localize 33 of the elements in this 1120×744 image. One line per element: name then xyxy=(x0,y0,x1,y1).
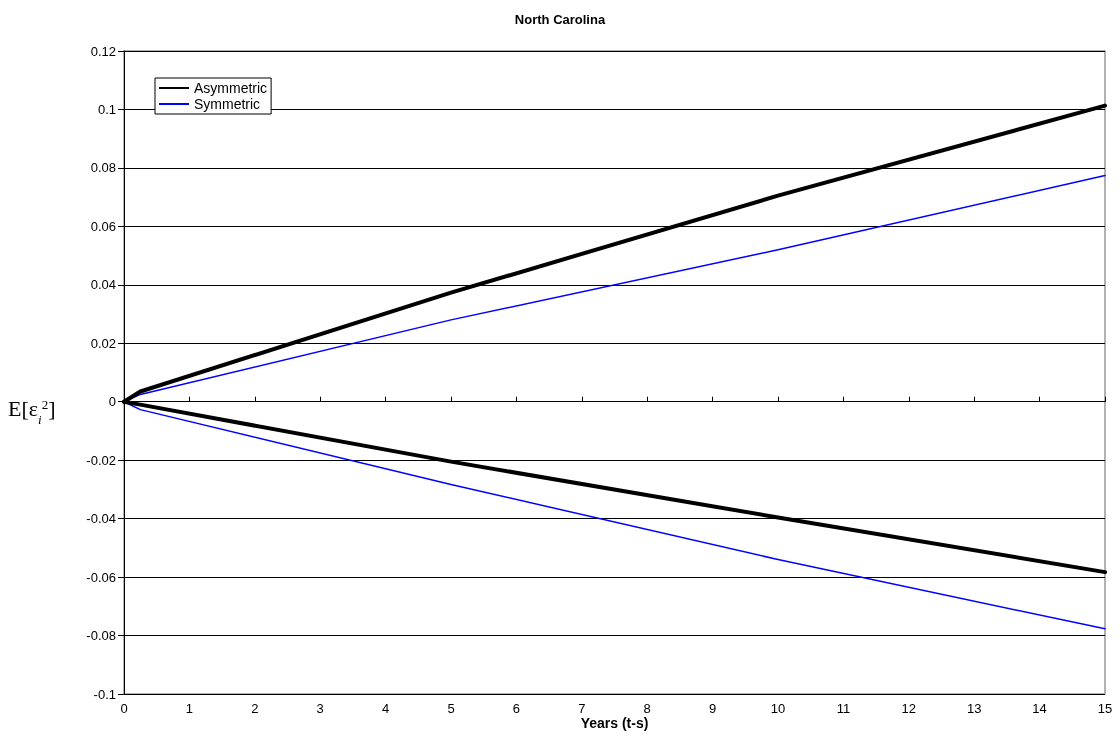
y-tick-label: -0.1 xyxy=(93,686,116,702)
y-tick-label: 0.06 xyxy=(90,218,116,234)
y-tick-label: 0.02 xyxy=(90,335,116,351)
x-axis-title: Years (t-s) xyxy=(580,715,649,731)
x-tick-label: 6 xyxy=(512,701,521,716)
x-tick-label: 5 xyxy=(447,701,455,716)
y-tick-label: 0 xyxy=(108,394,116,410)
x-tick-label: 12 xyxy=(901,701,917,716)
x-tick-label: 7 xyxy=(578,701,586,716)
x-tick-label: 8 xyxy=(643,701,651,716)
y-tick-label: 0.12 xyxy=(90,43,116,59)
x-tick-label: 14 xyxy=(1032,701,1047,716)
x-tick-label: 1 xyxy=(185,701,194,716)
x-tick-label: 15 xyxy=(1097,701,1113,716)
chart-title: North Carolina xyxy=(514,12,606,27)
y-tick-label: 0.04 xyxy=(90,277,116,293)
y-tick-label: 0.1 xyxy=(97,101,116,117)
x-tick-label: 11 xyxy=(836,701,851,716)
x-tick-label: 13 xyxy=(966,701,982,716)
y-tick-label: -0.02 xyxy=(86,452,116,468)
x-tick-label: 9 xyxy=(708,701,717,716)
y-tick-label: -0.06 xyxy=(86,569,116,585)
y-tick-label: 0.08 xyxy=(90,160,116,176)
x-tick-label: 2 xyxy=(251,701,259,716)
x-tick-label: 0 xyxy=(120,701,128,716)
x-tick-label: 3 xyxy=(316,701,324,716)
x-tick-label: 10 xyxy=(770,701,786,716)
y-axis-title: E[ε$_{i}$$^{2}$] xyxy=(8,395,56,427)
legend-label: Asymmetric xyxy=(194,80,268,96)
legend-label: Symmetric xyxy=(194,96,261,112)
y-tick-label: -0.04 xyxy=(86,511,116,527)
x-tick-label: 4 xyxy=(381,701,390,716)
y-tick-label: -0.08 xyxy=(86,628,116,644)
